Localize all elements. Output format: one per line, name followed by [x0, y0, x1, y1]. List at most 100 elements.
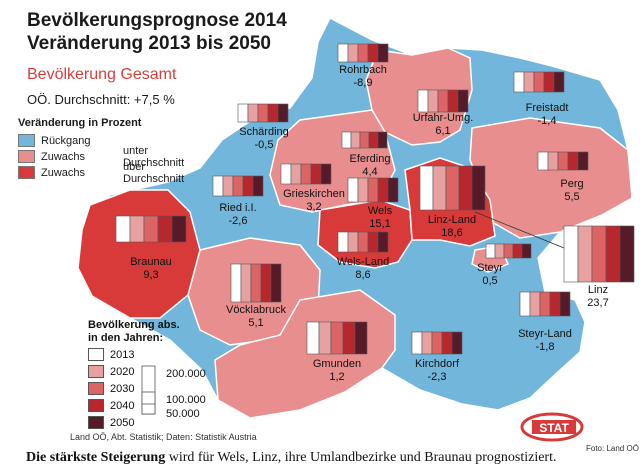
district-value: 5,5 — [564, 191, 580, 203]
legend-swatch-above — [18, 166, 35, 179]
bars-gmunden — [306, 321, 368, 355]
bars-wels — [347, 177, 399, 203]
district-value: 0,5 — [482, 275, 498, 287]
legend-swatch-decline — [18, 134, 35, 147]
legend-label: Zuwachs — [41, 166, 86, 179]
year-label: 2013 — [110, 348, 135, 361]
average-text: OÖ. Durchschnitt: +7,5 % — [27, 92, 175, 107]
district-voecklabruck: Vöcklabruck 5,1 — [226, 304, 286, 330]
data-credit: Land OÖ, Abt. Statistik; Daten: Statisti… — [70, 432, 257, 442]
district-name: Wels — [367, 205, 393, 217]
district-value: 18,6 — [441, 227, 463, 239]
year-item: 2030 — [88, 382, 134, 395]
district-linz-land: Linz-Land 18,6 — [428, 214, 476, 240]
district-name: Eferding — [349, 153, 391, 165]
subtitle: Bevölkerung Gesamt — [27, 66, 177, 83]
legend-label: Rückgang — [41, 134, 91, 147]
district-linz: Linz 23,7 — [587, 284, 608, 310]
district-value: 23,7 — [587, 297, 609, 309]
district-braunau: Braunau 9,3 — [130, 256, 172, 282]
district-value: -1,4 — [537, 115, 557, 127]
year-item: 2020 — [88, 365, 134, 378]
district-schaerding: Schärding -0,5 — [239, 126, 289, 152]
district-wels: Wels 15,1 — [368, 205, 392, 231]
year-label: 2030 — [110, 382, 135, 395]
scale-label-100000: 100.000 — [166, 394, 206, 406]
legend-item-above: Zuwachs über Durchschnitt — [18, 161, 184, 185]
year-label: 2020 — [110, 365, 135, 378]
district-kirchdorf: Kirchdorf -2,3 — [415, 358, 459, 384]
bars-grieskirchen — [280, 163, 332, 185]
district-name: Rohrbach — [339, 64, 387, 76]
legend-label: Zuwachs — [41, 150, 86, 163]
district-value: 3,2 — [306, 201, 322, 213]
year-item: 2013 — [88, 348, 134, 361]
bars-steyr — [485, 243, 532, 259]
legend-swatch-below — [18, 150, 35, 163]
bars-kirchdorf — [411, 331, 463, 355]
caption-rest: wird für Wels, Linz, ihre Umlandbezirke … — [165, 450, 557, 465]
district-value: -0,5 — [254, 139, 274, 151]
district-value: -8,9 — [353, 77, 373, 89]
district-value: 15,1 — [369, 218, 391, 230]
district-name: Schärding — [239, 126, 289, 138]
district-name: Gmunden — [312, 358, 362, 370]
district-name: Freistadt — [525, 102, 569, 114]
district-rohrbach: Rohrbach -8,9 — [339, 64, 387, 90]
district-value: -1,8 — [535, 341, 555, 353]
district-grieskirchen: Grieskirchen 3,2 — [283, 188, 345, 214]
year-label: 2040 — [110, 399, 135, 412]
bars-ried — [212, 175, 264, 197]
linz-leader-line — [474, 211, 565, 249]
district-value: 9,3 — [143, 269, 159, 281]
district-value: 6,1 — [435, 125, 451, 137]
region-braunau — [77, 189, 201, 319]
bars-linz — [563, 225, 635, 283]
district-value: 8,6 — [355, 269, 371, 281]
district-name: Linz-Land — [427, 214, 477, 226]
bars-braunau — [115, 215, 187, 243]
district-name: Ried i.I. — [219, 202, 257, 214]
scale-label-50000: 50.000 — [166, 408, 200, 420]
year-swatch — [88, 416, 104, 429]
district-name: Grieskirchen — [283, 188, 345, 200]
legend-detail: unter Durchschnitt — [123, 144, 185, 169]
bars-schaerding — [237, 103, 289, 123]
title-line-2: Veränderung 2013 bis 2050 — [27, 33, 271, 54]
district-freistadt: Freistadt -1,4 — [526, 102, 569, 128]
district-name: Wels-Land — [336, 256, 390, 268]
caption: Die stärkste Steigerung wird für Wels, L… — [26, 450, 557, 466]
bars-perg — [537, 151, 589, 171]
bars-wels-land — [337, 231, 389, 253]
district-name: Perg — [560, 178, 584, 190]
district-wels-land: Wels-Land 8,6 — [337, 256, 389, 282]
bars-linz-land — [419, 165, 486, 211]
district-value: -2,3 — [427, 371, 447, 383]
bars-steyr-land — [519, 291, 571, 317]
district-name: Kirchdorf — [414, 358, 460, 370]
bars-freistadt — [513, 71, 565, 93]
district-eferding: Eferding 4,4 — [350, 153, 391, 179]
bars-voecklabruck — [230, 263, 282, 303]
district-name: Vöcklabruck — [226, 304, 286, 316]
legend-detail: über Durchschnitt — [123, 160, 185, 185]
title-line-1: Bevölkerungsprognose 2014 — [27, 10, 287, 31]
district-value: -2,6 — [228, 215, 248, 227]
scale-label-200000: 200.000 — [166, 368, 206, 380]
logo-text: STAT — [539, 421, 569, 435]
year-swatch — [88, 348, 104, 361]
bar-legend-heading-1: Bevölkerung abs. — [88, 319, 180, 331]
year-swatch — [88, 382, 104, 395]
bars-rohrbach — [337, 43, 389, 63]
legend-heading: Veränderung in Prozent — [18, 117, 142, 129]
caption-bold: Die stärkste Steigerung — [26, 450, 166, 465]
bar-legend-heading-2: in den Jahren: — [88, 332, 164, 344]
year-label: 2050 — [110, 416, 135, 429]
district-value: 5,1 — [248, 317, 264, 329]
year-item: 2050 — [88, 416, 134, 429]
district-steyr-land: Steyr-Land -1,8 — [518, 328, 572, 354]
year-swatch — [88, 365, 104, 378]
district-name: Linz — [587, 284, 609, 296]
district-name: Steyr-Land — [518, 328, 572, 340]
